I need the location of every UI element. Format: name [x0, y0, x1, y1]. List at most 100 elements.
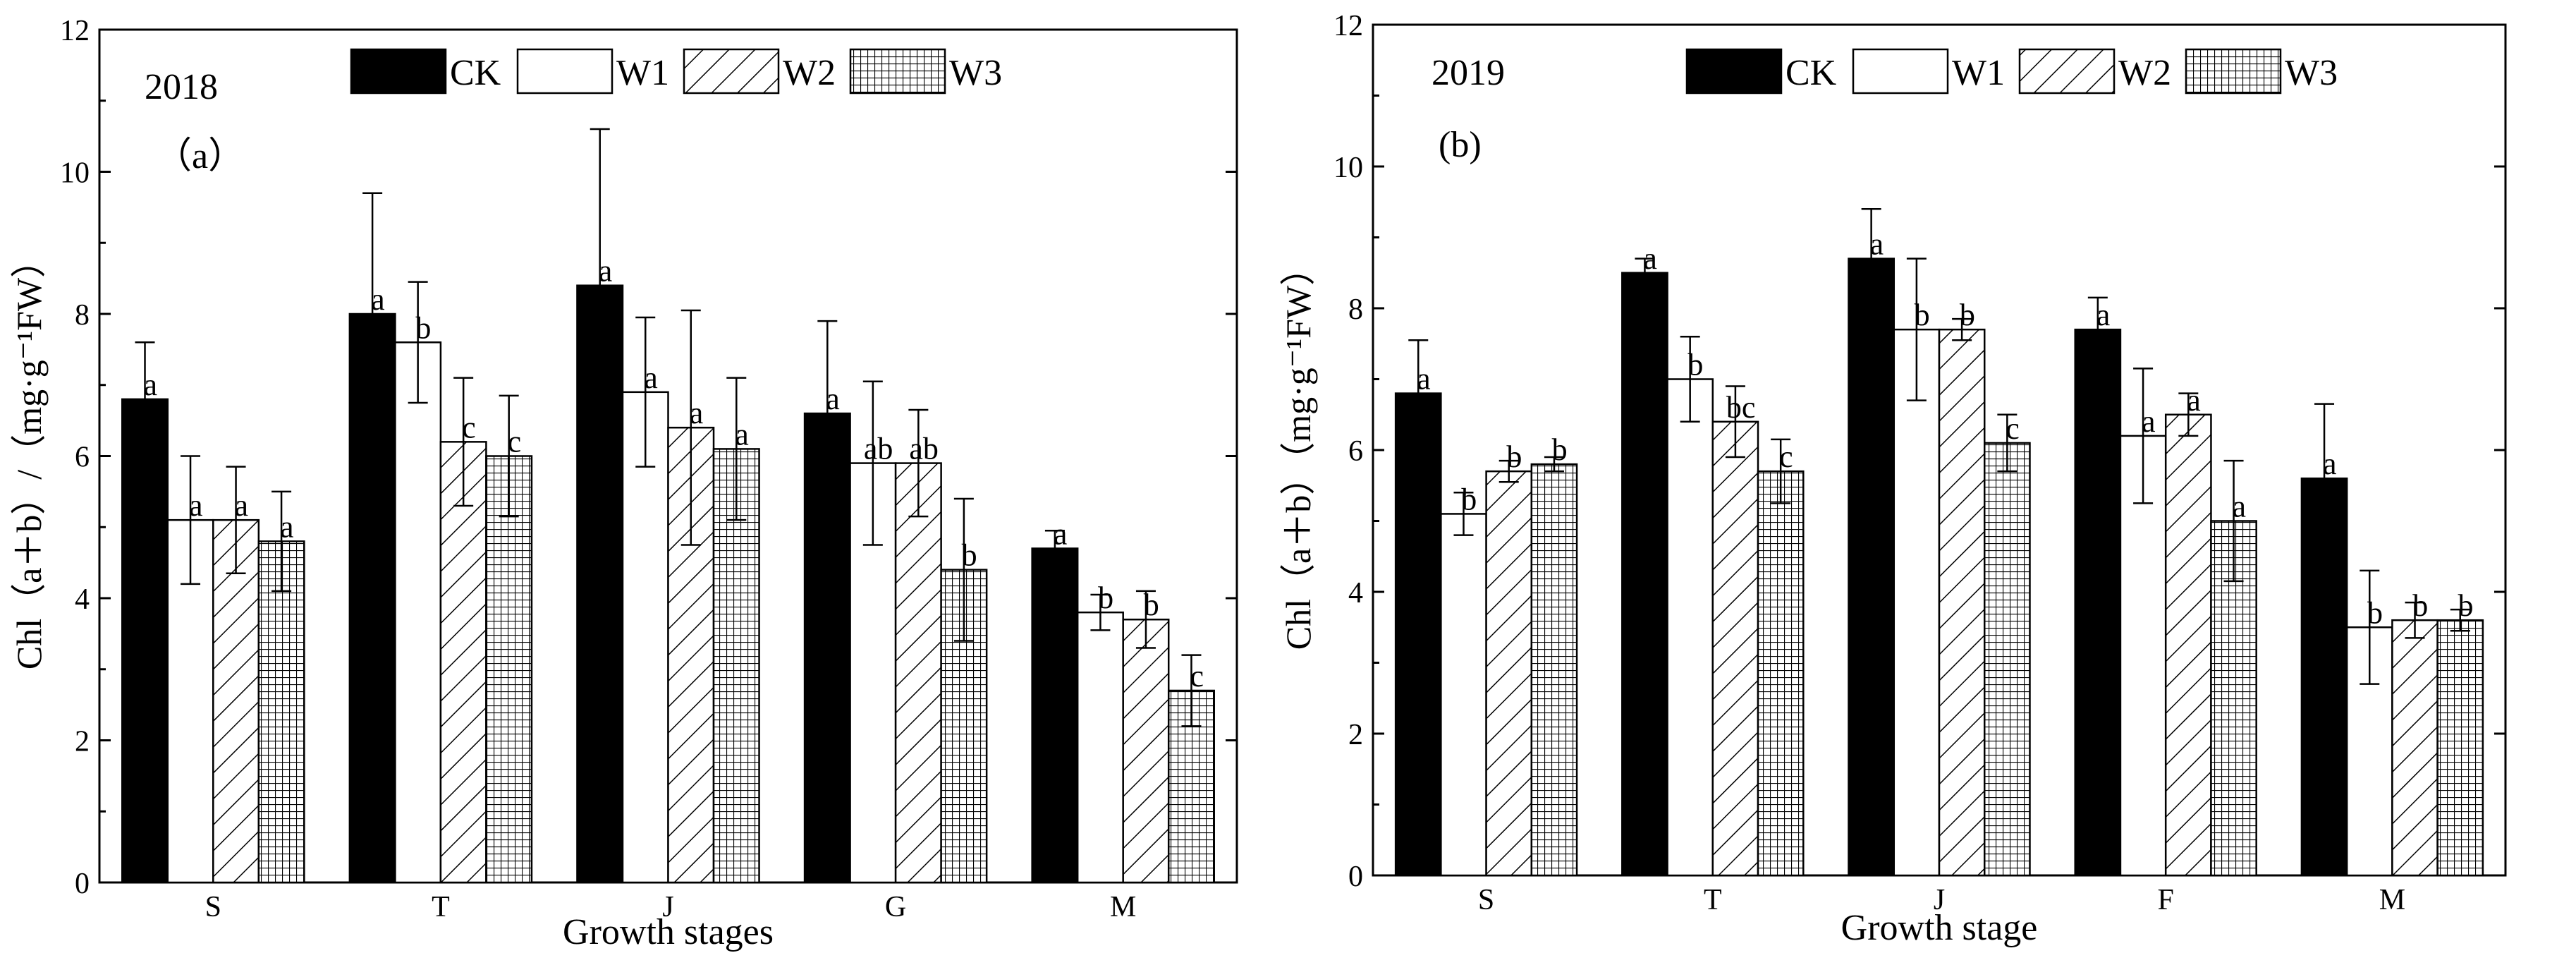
y-tick-label: 12 — [60, 15, 90, 47]
bar-w2 — [439, 441, 487, 884]
significance-letter: a — [2142, 404, 2156, 439]
significance-letter: a — [599, 254, 613, 289]
bar-w3 — [2436, 619, 2484, 877]
bar-w2 — [1938, 328, 1986, 877]
panel-label: （a） — [155, 136, 245, 176]
bar-w2 — [212, 518, 260, 884]
bar-w2 — [1122, 618, 1170, 884]
significance-letter: a — [1417, 362, 1431, 396]
bar-w2 — [2164, 413, 2212, 877]
y-tick-label: 0 — [75, 868, 90, 900]
bar-ck — [121, 398, 169, 884]
significance-letter: b — [1144, 588, 1159, 622]
x-tick-label: T — [432, 891, 450, 923]
significance-letter: b — [1915, 298, 1930, 332]
y-tick-label: 6 — [1348, 435, 1363, 468]
significance-letter: a — [2233, 490, 2247, 524]
bar-w3 — [1983, 442, 2031, 877]
legend-label-w1: W1 — [1952, 53, 2005, 93]
significance-letter: a — [644, 360, 658, 395]
bar-w1 — [1893, 328, 1941, 877]
legend-swatch-w2 — [683, 48, 780, 95]
y-tick-label: 10 — [1333, 152, 1363, 184]
significance-letter: a — [2096, 298, 2111, 332]
significance-letter: a — [826, 382, 840, 416]
bar-w3 — [940, 569, 988, 884]
legend-swatch-w2 — [2018, 48, 2116, 95]
x-tick-label: J — [662, 891, 673, 923]
significance-letter: c — [2006, 411, 2020, 446]
significance-letter: a — [280, 509, 294, 544]
legend-swatch-w1 — [1852, 48, 1949, 95]
significance-letter: b — [1098, 581, 1113, 615]
y-tick-label: 2 — [1348, 719, 1363, 751]
y-tick-label: 4 — [1348, 577, 1363, 609]
x-tick-label: M — [2379, 884, 2405, 916]
legend-label-w2: W2 — [783, 53, 836, 93]
x-tick-label: F — [2158, 884, 2174, 916]
x-tick-label: T — [1704, 884, 1722, 916]
bar-w3 — [712, 448, 760, 884]
panel-year: 2019 — [1432, 53, 1505, 93]
y-tick-label: 0 — [1348, 861, 1363, 893]
significance-letter: b — [2458, 588, 2473, 623]
x-tick-label: S — [1478, 884, 1494, 916]
legend-label-ck: CK — [450, 53, 501, 93]
significance-letter: b — [415, 310, 431, 345]
y-tick-label: 12 — [1333, 10, 1363, 42]
legend-swatch-ck — [350, 48, 447, 95]
legend-label-w3: W3 — [949, 53, 1002, 93]
significance-letter: a — [690, 396, 704, 430]
panel-label: (b) — [1439, 125, 1482, 165]
legend-swatch-w1 — [516, 48, 614, 95]
bar-ck — [1848, 257, 1896, 877]
significance-letter: c — [1190, 659, 1204, 693]
significance-letter: bc — [1726, 390, 1756, 425]
significance-letter: a — [1643, 241, 1657, 276]
bar-w3 — [1530, 463, 1578, 877]
significance-letter: c — [508, 425, 522, 459]
significance-letter: a — [1054, 516, 1068, 551]
legend-swatch-w3 — [849, 48, 946, 95]
x-axis-title: Growth stages — [563, 912, 774, 952]
bar-ck — [1394, 392, 1442, 877]
x-tick-label: M — [1110, 891, 1136, 923]
significance-letter: b — [1960, 298, 1975, 332]
bar-w1 — [1440, 513, 1487, 877]
significance-letter: ab — [909, 432, 939, 466]
significance-letter: b — [962, 538, 977, 573]
significance-letter: ab — [864, 432, 893, 466]
y-tick-label: 8 — [75, 299, 90, 332]
significance-letter: a — [735, 417, 749, 451]
bar-w1 — [1076, 611, 1124, 884]
bar-w2 — [894, 462, 942, 884]
legend-swatch-w3 — [2185, 48, 2282, 95]
significance-letter: b — [1506, 439, 1522, 474]
significance-letter: a — [189, 488, 203, 523]
x-tick-label: S — [205, 891, 221, 923]
legend-label-ck: CK — [1786, 53, 1837, 93]
bar-w3 — [1757, 470, 1805, 877]
x-axis-title: Growth stage — [1841, 908, 2038, 948]
significance-letter: c — [462, 410, 476, 444]
bar-ck — [2074, 328, 2122, 877]
significance-letter: a — [143, 368, 157, 402]
significance-letter: a — [2187, 383, 2201, 418]
bar-w1 — [1666, 378, 1714, 877]
significance-letter: a — [1870, 227, 1884, 262]
significance-letter: b — [1687, 348, 1703, 382]
bar-w2 — [2391, 619, 2438, 877]
panel-year: 2018 — [145, 67, 218, 107]
significance-letter: c — [1779, 439, 1793, 474]
x-tick-label: J — [1934, 884, 1945, 916]
y-axis-title: Chl（a＋b）（mg·g⁻¹FW） — [1278, 250, 1318, 650]
bar-w2 — [1711, 420, 1759, 877]
x-tick-label: G — [885, 891, 906, 923]
legend-label-w3: W3 — [2285, 53, 2338, 93]
significance-letter: b — [1461, 482, 1477, 516]
bar-w3 — [485, 455, 533, 884]
y-axis-title: Chl（a＋b）/（mg·g⁻¹FW） — [9, 243, 49, 669]
